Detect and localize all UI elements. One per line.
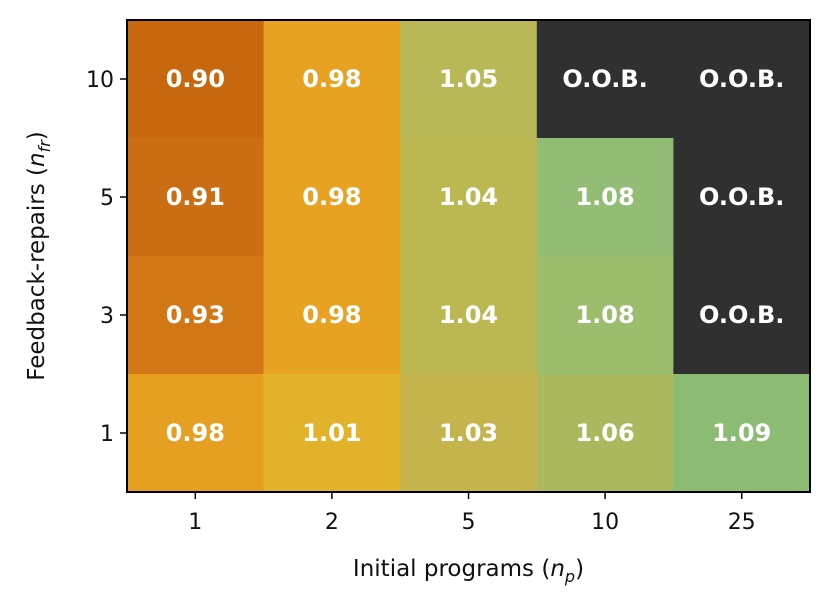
y-axis-label: Feedback-repairs (nfr) [24,131,54,381]
x-tick-label: 2 [325,510,339,535]
heatmap-cell [127,20,265,139]
heatmap-cell [400,374,538,493]
cell-value-label: 0.98 [166,419,225,447]
heatmap-cell [673,256,811,375]
heatmap-cells: 0.90 0.98 1.05 O.O.B. O.O.B. 0.91 0.98 1.04 1.08… [127,20,811,493]
cell-value-label: 0.90 [166,65,225,93]
cell-value-label: 1.04 [439,183,498,211]
heatmap-cell [127,256,265,375]
cell-value-label: 1.09 [712,419,771,447]
x-tick-label: 10 [591,510,619,535]
x-tick-label: 25 [728,510,756,535]
heatmap-cell [400,138,538,257]
cell-value-label: 1.08 [575,301,634,329]
x-axis-label: Initial programs (np) [353,556,584,586]
heatmap-cell [673,138,811,257]
heatmap-cell [263,138,401,257]
cell-value-label: 0.98 [302,301,361,329]
cell-value-label: 1.04 [439,301,498,329]
cell-value-label: O.O.B. [699,301,784,329]
cell-value-label: 0.98 [302,65,361,93]
y-tick-label: 1 [100,422,114,447]
heatmap-cell [536,138,674,257]
heatmap-cell [536,374,674,493]
x-tick-label: 1 [188,510,202,535]
heatmap-cell [400,256,538,375]
cell-value-label: 0.91 [166,183,225,211]
cell-value-label: O.O.B. [699,65,784,93]
cell-value-label: O.O.B. [562,65,647,93]
x-tick-label: 5 [462,510,476,535]
heatmap-cell [263,256,401,375]
cell-value-label: 0.93 [166,301,225,329]
heatmap-cell [263,374,401,493]
y-tick-label: 10 [86,68,114,93]
cell-value-label: 1.08 [575,183,634,211]
cell-value-label: 0.98 [302,183,361,211]
heatmap-cell [127,374,265,493]
cell-value-label: 1.03 [439,419,498,447]
heatmap-cell [263,20,401,139]
heatmap-cell [536,256,674,375]
cell-value-label: O.O.B. [699,183,784,211]
y-tick-label: 3 [100,304,114,329]
cell-value-label: 1.05 [439,65,498,93]
heatmap-cell [400,20,538,139]
heatmap-cell [673,374,811,493]
cell-value-label: 1.01 [302,419,361,447]
cell-value-label: 1.06 [575,419,634,447]
y-tick-label: 5 [100,186,114,211]
heatmap-cell [127,138,265,257]
heatmap-cell [673,20,811,139]
heatmap-cell [536,20,674,139]
